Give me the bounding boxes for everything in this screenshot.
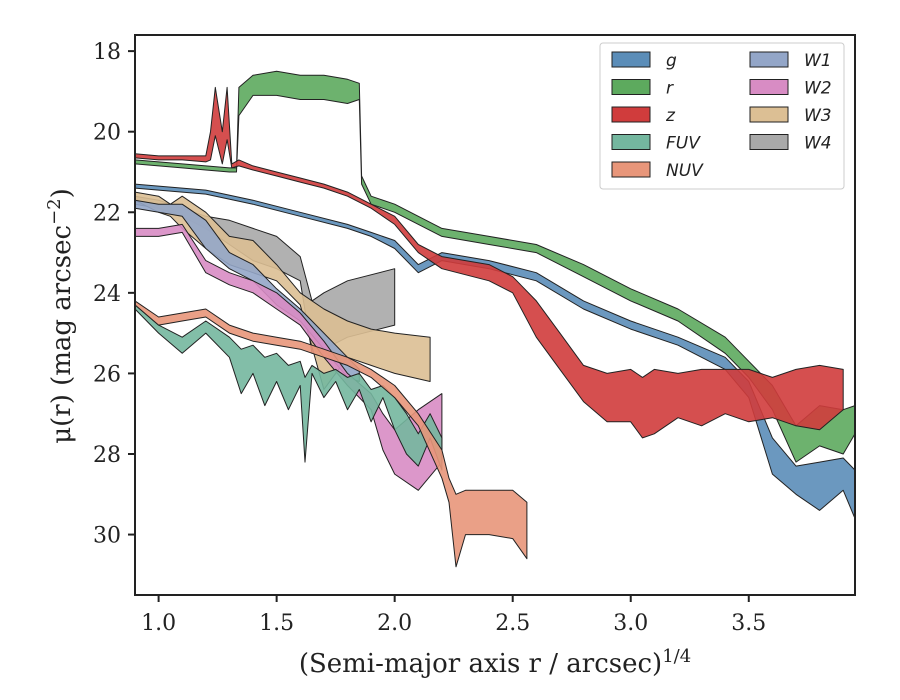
series-band-z <box>134 86 844 439</box>
legend-swatch-r <box>611 79 651 95</box>
y-axis-label: μ(r) (mag arcsec−2) <box>44 188 77 444</box>
x-axis-label: (Semi-major axis r / arcsec)1/4 <box>299 646 691 679</box>
y-axis-label-exponent: −2 <box>44 198 65 225</box>
legend-swatch-w3 <box>749 106 789 123</box>
x-tick-label: 3.5 <box>731 611 766 636</box>
legend-swatch-w1 <box>749 51 789 68</box>
legend-label-fuv: FUV <box>666 134 701 154</box>
y-tick-label: 18 <box>93 40 121 65</box>
legend-label-w1: W1 <box>804 51 832 71</box>
series-band-nuv <box>134 300 528 568</box>
legend-label-z: z <box>665 106 676 126</box>
legend-label-w3: W3 <box>804 106 832 126</box>
x-tick-label: 1.0 <box>141 611 176 636</box>
legend: grz FUV NUV W1 W2 W3 W4 <box>599 42 845 190</box>
y-tick-label: 26 <box>93 362 121 387</box>
legend-label-r: r <box>666 79 674 99</box>
y-axis-label-close: ) <box>47 188 77 198</box>
x-tick-label: 3.0 <box>613 611 648 636</box>
y-tick-label: 20 <box>93 121 121 146</box>
legend-swatch-z <box>611 106 651 123</box>
legend-swatch-w2 <box>749 79 789 95</box>
legend-swatch-w4 <box>749 134 789 150</box>
legend-swatch-nuv <box>611 161 651 178</box>
x-axis-label-exponent: 1/4 <box>662 646 691 667</box>
x-tick-label: 2.0 <box>377 611 412 636</box>
legend-label-nuv: NUV <box>666 161 704 181</box>
x-tick-label: 1.5 <box>259 611 294 636</box>
plot-frame <box>134 34 856 596</box>
y-tick-label: 28 <box>93 443 121 468</box>
y-tick-label: 22 <box>93 201 121 226</box>
y-tick-label: 24 <box>93 282 121 307</box>
legend-swatch-fuv <box>611 134 651 150</box>
legend-label-w4: W4 <box>804 134 832 154</box>
legend-label-w2: W2 <box>804 79 832 99</box>
legend-swatch-g <box>611 51 651 68</box>
legend-label-g: g <box>666 51 677 71</box>
series-layer <box>134 70 856 568</box>
axis-ticks: 1.0 1.5 2.0 2.5 3.0 3.5 18 20 22 24 26 28 30 <box>93 40 766 636</box>
y-tick-label: 30 <box>93 524 121 549</box>
x-tick-label: 2.5 <box>495 611 530 636</box>
